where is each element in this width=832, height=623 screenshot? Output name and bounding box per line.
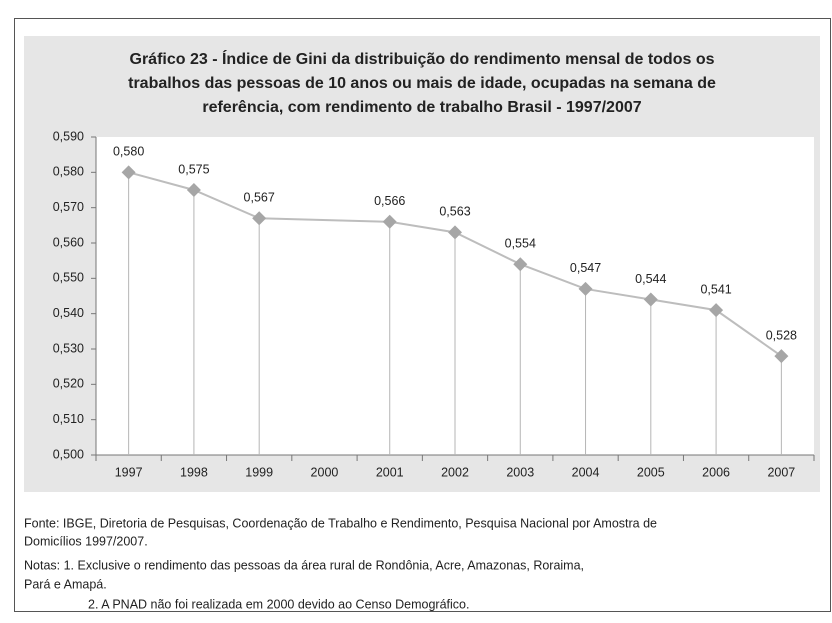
x-tick-label: 1999 bbox=[245, 465, 273, 479]
marker bbox=[513, 257, 528, 272]
marker bbox=[121, 165, 136, 180]
data-label: 0,547 bbox=[570, 261, 601, 275]
x-tick-label: 2001 bbox=[376, 465, 404, 479]
y-tick-label: 0,570 bbox=[53, 200, 84, 214]
series-line bbox=[128, 171, 782, 357]
marker bbox=[382, 214, 397, 229]
x-tick-label: 2005 bbox=[637, 465, 665, 479]
y-tick-label: 0,550 bbox=[53, 271, 84, 285]
source: Fonte: IBGE, Diretoria de Pesquisas, Coo… bbox=[24, 516, 657, 530]
marker bbox=[774, 349, 789, 364]
note: Pará e Amapá. bbox=[24, 577, 107, 591]
chart-title: Gráfico 23 - Índice de Gini da distribui… bbox=[130, 49, 715, 68]
x-tick-label: 1997 bbox=[115, 465, 143, 479]
marker bbox=[643, 292, 658, 307]
y-tick-label: 0,540 bbox=[53, 306, 84, 320]
y-tick-label: 0,530 bbox=[53, 341, 84, 355]
data-label: 0,563 bbox=[439, 205, 470, 219]
x-tick-label: 2003 bbox=[506, 465, 534, 479]
note: 2. A PNAD não foi realizada em 2000 devi… bbox=[88, 597, 469, 611]
data-label: 0,567 bbox=[244, 191, 275, 205]
marker bbox=[578, 281, 593, 296]
data-label: 0,541 bbox=[700, 282, 731, 296]
data-label: 0,566 bbox=[374, 194, 405, 208]
y-tick-label: 0,590 bbox=[53, 129, 84, 143]
y-tick-label: 0,500 bbox=[53, 447, 84, 461]
y-tick-label: 0,580 bbox=[53, 165, 84, 179]
y-tick-label: 0,510 bbox=[53, 412, 84, 426]
x-tick-label: 2007 bbox=[767, 465, 795, 479]
data-label: 0,575 bbox=[178, 162, 209, 176]
x-tick-label: 2006 bbox=[702, 465, 730, 479]
note: Notas: 1. Exclusive o rendimento das pes… bbox=[24, 558, 584, 572]
chart-title: referência, com rendimento de trabalho B… bbox=[202, 99, 641, 116]
data-label: 0,580 bbox=[113, 145, 144, 159]
chart-title: trabalhos das pessoas de 10 anos ou mais… bbox=[128, 75, 716, 92]
marker bbox=[186, 183, 201, 197]
x-tick-label: 2002 bbox=[441, 465, 469, 479]
marker bbox=[709, 303, 724, 318]
y-tick-label: 0,560 bbox=[53, 235, 84, 249]
data-label: 0,528 bbox=[766, 328, 797, 342]
source: Domicílios 1997/2007. bbox=[24, 534, 148, 548]
marker bbox=[252, 211, 267, 226]
data-label: 0,554 bbox=[505, 236, 536, 250]
x-tick-label: 1998 bbox=[180, 465, 208, 479]
x-tick-label: 2000 bbox=[311, 465, 339, 479]
marker bbox=[448, 225, 462, 240]
data-label: 0,544 bbox=[635, 272, 666, 286]
x-tick-label: 2004 bbox=[572, 465, 600, 479]
y-tick-label: 0,520 bbox=[53, 377, 84, 391]
